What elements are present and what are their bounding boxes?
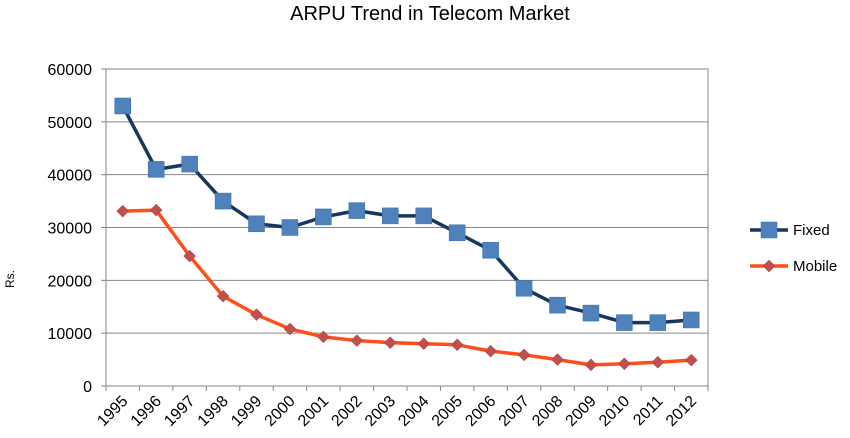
series-group xyxy=(114,97,700,372)
data-point xyxy=(149,203,163,217)
data-point xyxy=(584,358,598,372)
data-point xyxy=(116,204,130,218)
data-point xyxy=(283,322,297,336)
y-tick-label: 40000 xyxy=(48,168,93,185)
data-point xyxy=(684,353,698,367)
data-point xyxy=(417,337,431,351)
data-point xyxy=(549,296,566,314)
data-point xyxy=(683,311,700,329)
x-tick-label: 2000 xyxy=(262,393,299,430)
data-point xyxy=(317,330,330,344)
legend-item-mobile: Mobile xyxy=(750,258,837,275)
series-line xyxy=(122,208,692,367)
data-point xyxy=(618,357,631,371)
y-tick-label: 20000 xyxy=(48,273,93,290)
data-point xyxy=(450,338,464,352)
y-tick-label: 50000 xyxy=(48,115,93,132)
legend-marker xyxy=(762,259,776,273)
y-tick-label: 30000 xyxy=(48,221,93,238)
x-tick-label: 2003 xyxy=(362,393,399,430)
data-point xyxy=(382,207,399,225)
y-tick-label: 0 xyxy=(83,379,92,396)
data-point xyxy=(383,336,397,350)
x-tick-label: 2002 xyxy=(328,393,365,430)
x-tick-label: 2012 xyxy=(663,393,700,430)
x-tick-label: 1995 xyxy=(94,393,131,430)
y-axis-ticks: 0 10000 20000 30000 40000 50000 60000 xyxy=(48,62,106,396)
y-axis-label: Rs. xyxy=(3,270,17,288)
x-tick-label: 2004 xyxy=(395,393,432,430)
x-tick-label: 2008 xyxy=(529,393,566,430)
x-tick-label: 1998 xyxy=(195,393,232,430)
data-point xyxy=(350,334,364,347)
data-point xyxy=(250,308,263,322)
data-point xyxy=(348,202,366,219)
data-point xyxy=(248,215,265,233)
data-point xyxy=(183,249,196,263)
data-point xyxy=(281,219,299,236)
legend-item-fixed: Fixed xyxy=(750,221,830,239)
data-point xyxy=(649,314,667,331)
gridlines xyxy=(106,121,708,334)
legend-label: Mobile xyxy=(793,258,837,275)
data-point xyxy=(315,208,332,226)
series-fixed xyxy=(114,97,700,331)
x-tick-label: 1996 xyxy=(128,393,165,430)
x-tick-label: 2001 xyxy=(295,393,332,430)
data-point xyxy=(515,280,533,297)
data-point xyxy=(651,355,665,369)
y-tick-label: 10000 xyxy=(48,326,93,343)
x-tick-label: 2005 xyxy=(429,393,466,430)
data-point xyxy=(484,344,497,358)
series-mobile xyxy=(116,203,698,372)
y-tick-label: 60000 xyxy=(48,62,93,79)
x-tick-label: 2007 xyxy=(496,393,533,430)
legend-marker xyxy=(760,221,778,239)
legend-label: Fixed xyxy=(793,222,830,239)
x-tick-label: 2011 xyxy=(630,393,666,429)
series-line xyxy=(121,105,692,325)
chart-title: ARPU Trend in Telecom Market xyxy=(290,3,570,25)
x-tick-label: 1999 xyxy=(228,393,265,430)
data-point xyxy=(181,155,198,173)
x-tick-label: 2010 xyxy=(596,393,633,430)
data-point xyxy=(582,304,600,322)
data-point xyxy=(517,348,531,362)
data-point xyxy=(616,314,633,331)
data-point xyxy=(551,353,564,366)
x-tick-label: 1997 xyxy=(161,393,198,430)
data-point xyxy=(448,224,466,242)
legend: Fixed Mobile xyxy=(750,221,837,275)
data-point xyxy=(482,241,499,259)
x-axis-ticks: 1995199619971998199920002001200220032004… xyxy=(94,386,709,430)
data-point xyxy=(114,97,131,115)
x-tick-label: 2006 xyxy=(462,393,499,430)
data-point xyxy=(415,207,432,225)
data-point xyxy=(147,161,165,178)
data-point xyxy=(216,289,230,303)
x-tick-label: 2009 xyxy=(563,393,600,430)
data-point xyxy=(214,192,232,210)
